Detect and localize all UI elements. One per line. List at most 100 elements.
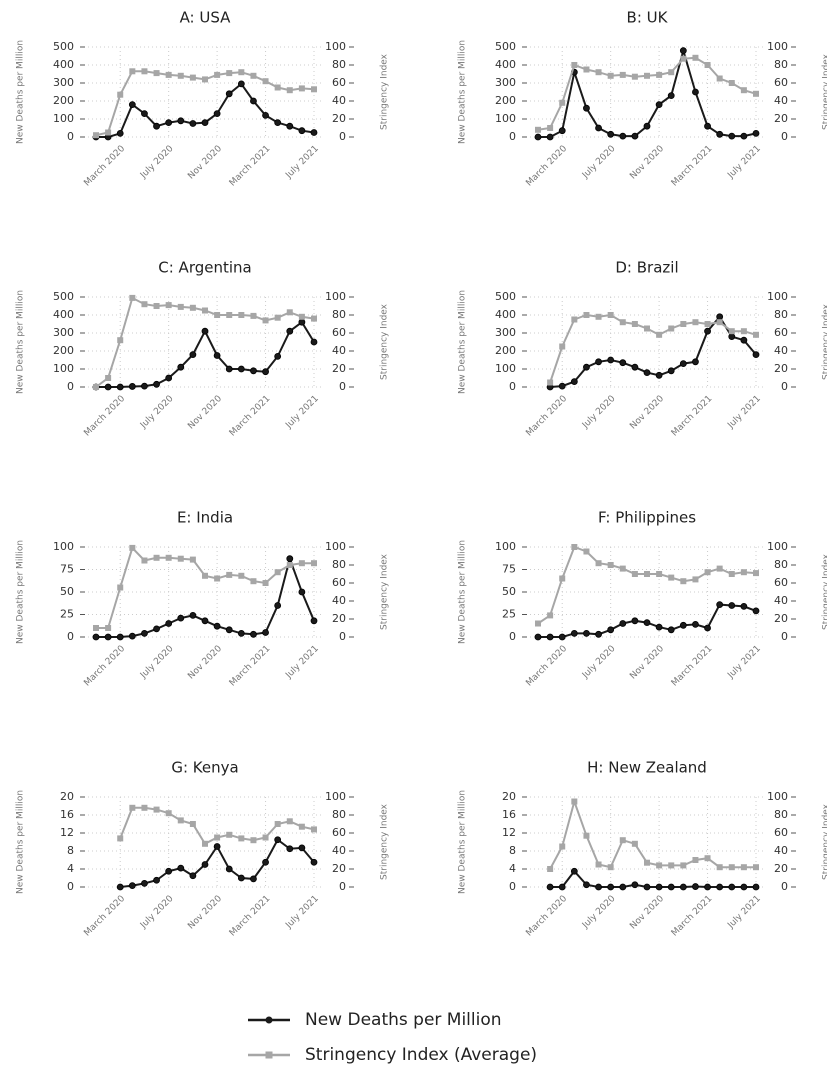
point: [201, 861, 209, 868]
point: [226, 312, 233, 318]
point: [274, 836, 282, 844]
y2-tick-label: 80: [332, 558, 346, 571]
point: [105, 625, 112, 631]
point: [165, 554, 172, 561]
point: [753, 570, 759, 577]
point: [558, 127, 566, 135]
y-tick-label: 50: [502, 585, 516, 598]
x-tick-label: July 2021: [283, 644, 320, 681]
x-tick-label: July 2021: [283, 144, 320, 181]
y2-tick-label: 100: [325, 290, 346, 303]
x-tick-label: March 2021: [228, 644, 273, 689]
point: [177, 72, 184, 79]
point: [595, 358, 602, 366]
point: [165, 374, 173, 382]
x-tick-label: July 2020: [580, 144, 618, 182]
point: [201, 119, 209, 126]
point: [93, 384, 99, 390]
y2-tick-label: 60: [774, 76, 788, 89]
point: [667, 883, 675, 891]
point: [128, 632, 136, 640]
point: [607, 356, 615, 364]
point: [692, 857, 699, 863]
y-tick-label: 100: [53, 540, 74, 553]
point: [262, 78, 269, 85]
point: [237, 365, 245, 373]
y2-tick-label: 20: [774, 112, 788, 125]
y-tick-label: 300: [53, 76, 74, 89]
y2-tick-label: 100: [767, 290, 788, 303]
point: [534, 133, 542, 141]
y2-tick-label: 60: [332, 576, 346, 589]
point: [153, 625, 160, 633]
point: [141, 557, 148, 564]
point: [250, 578, 257, 585]
point: [692, 358, 699, 366]
point: [607, 562, 614, 568]
x-tick-label: July 2021: [725, 894, 762, 931]
point: [189, 120, 197, 127]
point: [153, 303, 160, 309]
point: [619, 565, 626, 572]
point: [128, 101, 136, 108]
point: [104, 383, 112, 391]
series-line: [549, 798, 756, 870]
y-tick-label: 200: [53, 344, 74, 357]
point: [213, 110, 221, 117]
y2-tick-label: 20: [332, 862, 346, 875]
point: [177, 817, 184, 824]
point: [547, 866, 554, 872]
point: [607, 130, 615, 138]
point: [547, 612, 554, 619]
x-tick-label: July 2021: [283, 394, 320, 431]
point: [177, 864, 185, 872]
point: [558, 883, 566, 891]
x-tick-label: March 2020: [82, 144, 127, 189]
point: [116, 129, 124, 137]
y-axis-label: New Deaths per Million: [16, 540, 26, 644]
point: [716, 565, 723, 572]
point: [202, 572, 208, 579]
point: [570, 867, 578, 875]
point: [311, 560, 317, 567]
y-axis-label: New Deaths per Million: [458, 40, 468, 144]
point: [583, 548, 590, 555]
legend-marker: [265, 1051, 273, 1059]
point: [656, 331, 663, 338]
y-tick-label: 100: [495, 112, 516, 125]
point: [716, 864, 723, 871]
point: [286, 818, 293, 825]
y-tick-label: 8: [509, 844, 516, 857]
point: [165, 119, 173, 126]
y2-axis-label: Stringency Index: [822, 303, 827, 380]
point: [177, 303, 184, 310]
y-tick-label: 300: [495, 326, 516, 339]
point: [547, 125, 554, 131]
point: [250, 367, 257, 375]
y-axis-label: New Deaths per Million: [16, 290, 26, 394]
y-tick-label: 400: [495, 308, 516, 321]
point: [692, 88, 699, 96]
point: [225, 90, 233, 98]
point: [274, 314, 281, 321]
point: [274, 821, 281, 827]
chart-title: A: USA: [180, 9, 232, 27]
point: [740, 864, 747, 871]
y-axis-label: New Deaths per Million: [458, 290, 468, 394]
x-tick-label: July 2020: [138, 644, 176, 682]
point: [105, 129, 112, 136]
y-tick-label: 16: [502, 808, 516, 821]
point: [225, 365, 233, 373]
point: [286, 122, 294, 130]
y2-tick-label: 100: [767, 40, 788, 53]
y2-tick-label: 80: [332, 808, 346, 821]
legend: New Deaths per Million Stringency Index …: [248, 1010, 537, 1065]
x-tick-label: July 2021: [725, 394, 762, 431]
y-tick-label: 50: [60, 585, 74, 598]
y2-tick-label: 20: [332, 612, 346, 625]
point: [571, 316, 578, 323]
point: [214, 71, 221, 78]
point: [165, 71, 172, 78]
point: [559, 99, 566, 106]
